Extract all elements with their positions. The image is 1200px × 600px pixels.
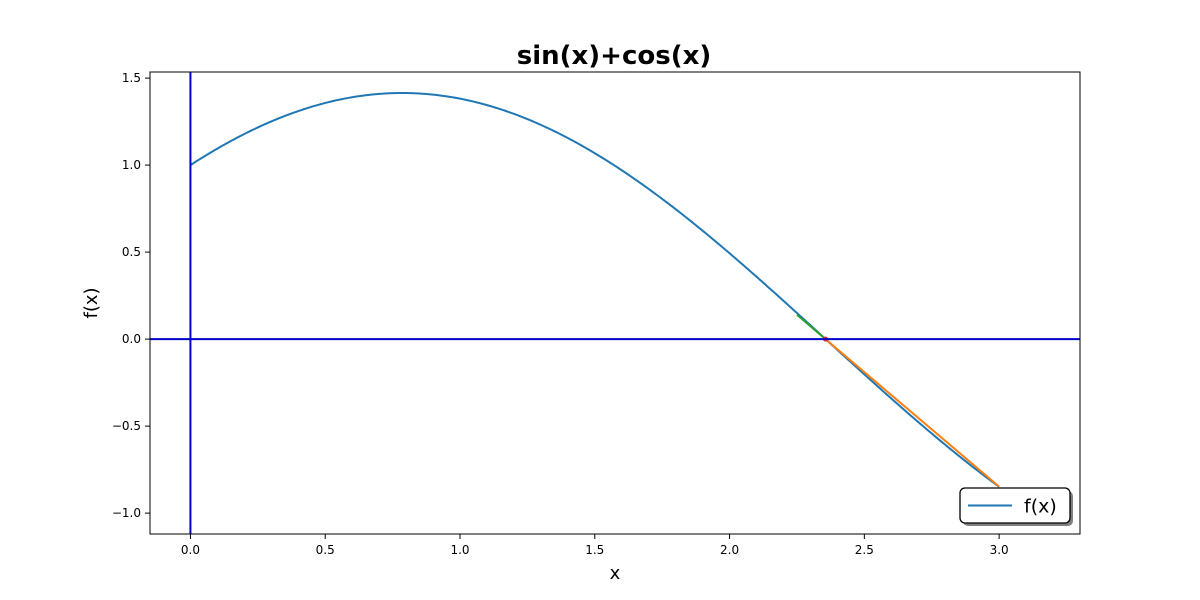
x-axis: 0.0 0.5 1.0 1.5 2.0 2.5 3.0 [181,534,1009,557]
x-tick-label: 0.0 [181,543,200,557]
x-tick-label: 1.5 [585,543,604,557]
y-axis-title: f(x) [81,287,102,318]
plot-content [150,72,1080,534]
x-tick-label: 0.5 [316,543,335,557]
chart-title: sin(x)+cos(x) [517,41,712,71]
legend-box [959,487,1071,524]
plot-frame [149,71,1081,535]
y-tick-label: 1.0 [122,158,141,172]
y-axis: −1.0 −0.5 0.0 0.5 1.0 1.5 [112,71,150,520]
legend-label-0: f(x) [1024,496,1057,518]
y-tick-label: 1.5 [122,71,141,85]
y-tick-label: −1.0 [112,506,141,520]
series-line-0 [189,92,1000,488]
y-tick-label: 0.0 [122,332,141,346]
x-axis-title: x [610,563,621,584]
x-tick-label: 2.0 [720,543,739,557]
x-tick-label: 3.0 [990,543,1009,557]
y-tick-label: 0.5 [122,245,141,259]
legend: f(x) [959,487,1073,526]
y-tick-label: −0.5 [112,419,141,433]
annotation-segment-1 [824,338,1000,488]
x-tick-label: 2.5 [855,543,874,557]
x-tick-label: 1.0 [450,543,469,557]
annotation-segment-0 [796,314,827,340]
plot-area [149,71,1081,535]
